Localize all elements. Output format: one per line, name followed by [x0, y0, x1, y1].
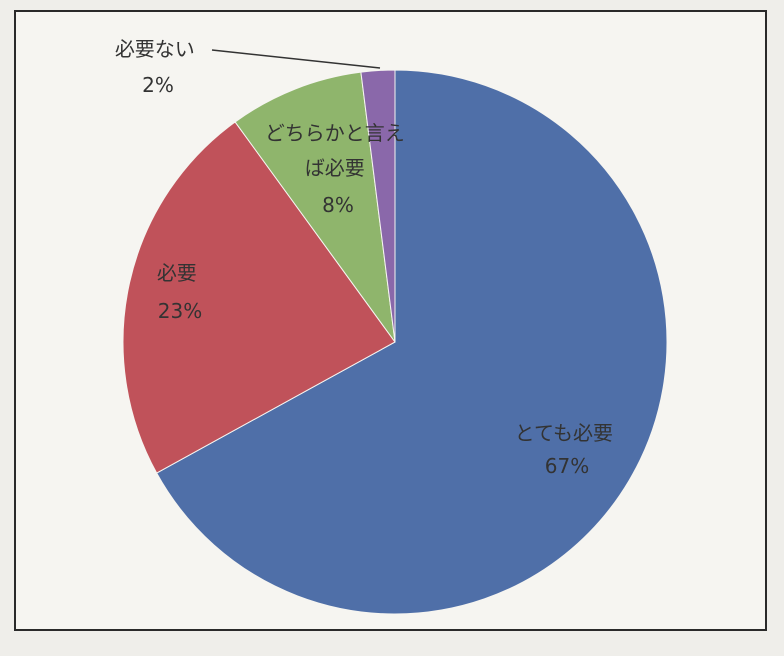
- pie-slices: [122, 69, 668, 615]
- pie-slice-very-necessary: [155, 69, 668, 615]
- pie-slice-necessary: [122, 121, 396, 474]
- leader-line: [211, 49, 381, 69]
- pie-slice-not-necessary: [360, 69, 396, 343]
- slice-label-somewhat-necessary: どちらかと言え ば必要 8%: [265, 121, 411, 217]
- slice-label-not-necessary: 必要ない 2%: [115, 37, 201, 97]
- pie-slice-somewhat-necessary: [234, 71, 396, 343]
- slice-label-necessary: 必要 23%: [157, 261, 203, 323]
- slice-label-very-necessary: とても必要 67%: [515, 421, 620, 478]
